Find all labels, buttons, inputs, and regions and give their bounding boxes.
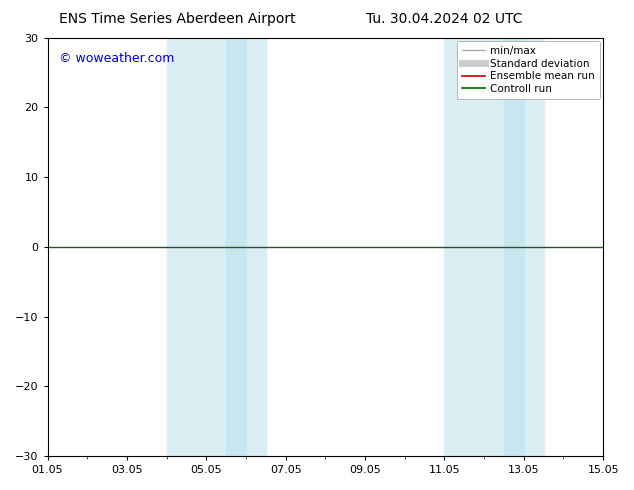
Bar (167, 38, 266, 456)
Bar (444, 38, 543, 456)
Text: © woweather.com: © woweather.com (58, 52, 174, 65)
Bar (504, 38, 524, 456)
Text: Tu. 30.04.2024 02 UTC: Tu. 30.04.2024 02 UTC (366, 12, 522, 26)
Text: ENS Time Series Aberdeen Airport: ENS Time Series Aberdeen Airport (59, 12, 296, 26)
Bar (226, 38, 246, 456)
Legend: min/max, Standard deviation, Ensemble mean run, Controll run: min/max, Standard deviation, Ensemble me… (456, 41, 600, 99)
